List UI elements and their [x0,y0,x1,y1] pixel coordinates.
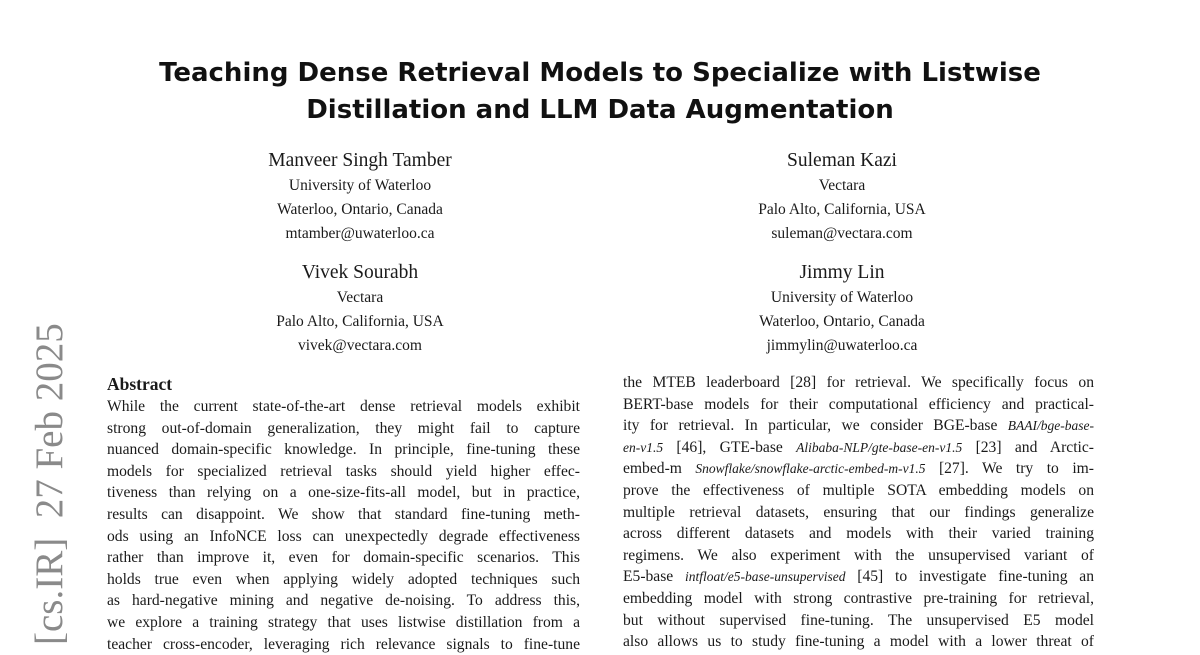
arxiv-stamp: [cs.IR] 27 Feb 2025 [28,323,71,645]
body-line: ity for retrieval. In particular, we con… [623,415,1094,437]
body-text: [46], GTE-base [663,438,797,456]
body-text: BERT-base models for their computational… [623,395,1094,413]
author-block: Suleman Kazi Vectara Palo Alto, Californ… [632,148,1052,246]
abstract-line: holds true even when applying widely ado… [107,570,580,588]
model-name: en-v1.5 [623,439,664,455]
abstract-line: as hard-negative mining and negative de-… [107,592,580,610]
body-text: E5-base [623,568,685,586]
body-text: the MTEB leaderboard [28] for retrieval.… [623,374,1094,391]
author-location: Palo Alto, California, USA [276,313,444,330]
body-text: [45] to investigate fine-tuning an [845,568,1094,586]
author-location: Palo Alto, California, USA [758,201,926,218]
body-line: the MTEB leaderboard [28] for retrieval.… [623,372,1094,394]
body-line: but without supervised fine-tuning. The … [623,610,1094,632]
author-name: Suleman Kazi [787,150,897,171]
author-email: suleman@vectara.com [771,225,913,242]
title-line: Distillation and LLM Data Augmentation [306,95,894,125]
abstract-line: rather than improve it, even for domain-… [107,549,580,567]
body-text: embed-m [623,460,696,478]
abstract-section: Abstract While the current state-of-the-… [107,373,580,655]
abstract-line: models for specialized retrieval tasks s… [107,462,580,480]
abstract-line: While the current state-of-the-art dense… [107,398,580,415]
body-text: multiple retrieval datasets, ensuring th… [623,503,1094,521]
body-line: E5-base intfloat/e5-base-unsupervised [4… [623,566,1094,588]
body-line: across different datasets and models wit… [623,523,1094,545]
author-affiliation: Vectara [336,289,384,306]
title-line: Teaching Dense Retrieval Models to Speci… [159,58,1041,88]
body-line: prove the effectiveness of multiple SOTA… [623,480,1094,502]
body-line: embed-m Snowflake/snowflake-arctic-embed… [623,458,1094,480]
intro-column: the MTEB leaderboard [28] for retrieval.… [623,372,1094,653]
paper-title: Teaching Dense Retrieval Models to Speci… [0,55,1200,129]
abstract-line: strong out-of-domain generalization, the… [107,419,580,437]
author-email: jimmylin@uwaterloo.ca [766,337,918,354]
author-block: Vivek Sourabh Vectara Palo Alto, Califor… [150,260,570,358]
body-text: but without supervised fine-tuning. The … [623,611,1094,629]
body-text: across different datasets and models wit… [623,525,1094,543]
model-name: intfloat/e5-base-unsupervised [685,569,846,585]
abstract-line: results can disappoint. We show that sta… [107,505,580,523]
body-text: prove the effectiveness of multiple SOTA… [623,481,1094,499]
model-name: BAAI/bge-base- [1007,418,1094,434]
model-name: Alibaba-NLP/gte-base-en-v1.5 [796,439,963,455]
body-line: regimens. We also experiment with the un… [623,545,1094,567]
abstract-line: nuanced domain-specific knowledge. In pr… [107,441,580,459]
author-email: vivek@vectara.com [297,337,422,354]
author-name: Jimmy Lin [799,262,885,283]
body-text: ity for retrieval. In particular, we con… [623,417,1008,435]
body-line: embedding model with strong contrastive … [623,588,1094,610]
abstract-line: teacher cross-encoder, leveraging rich r… [107,635,580,653]
author-block: Jimmy Lin University of Waterloo Waterlo… [632,260,1052,358]
model-name: Snowflake/snowflake-arctic-embed-m-v1.5 [695,461,926,477]
author-affiliation: University of Waterloo [288,177,432,194]
body-text: also allows us to study fine-tuning a mo… [623,633,1094,651]
body-text: [27]. We try to im- [925,460,1094,478]
body-text: embedding model with strong contrastive … [623,589,1094,607]
abstract-heading: Abstract [107,374,173,394]
abstract-line: we explore a training strategy that uses… [107,613,580,631]
body-text: [23] and Arctic- [962,438,1094,456]
author-location: Waterloo, Ontario, Canada [759,313,925,330]
body-text: regimens. We also experiment with the un… [623,546,1094,564]
author-block: Manveer Singh Tamber University of Water… [150,148,570,246]
body-line: also allows us to study fine-tuning a mo… [623,631,1094,653]
author-name: Manveer Singh Tamber [268,150,452,171]
author-location: Waterloo, Ontario, Canada [277,201,443,218]
author-name: Vivek Sourabh [301,262,419,283]
author-affiliation: Vectara [818,177,866,194]
abstract-line: tiveness than relying on a one-size-fits… [107,484,580,502]
body-line: BERT-base models for their computational… [623,394,1094,416]
author-affiliation: University of Waterloo [770,289,914,306]
abstract-line: ods using an InfoNCE loss can unexpected… [107,527,580,545]
body-line: multiple retrieval datasets, ensuring th… [623,502,1094,524]
body-line: en-v1.5 [46], GTE-base Alibaba-NLP/gte-b… [623,437,1094,459]
author-email: mtamber@uwaterloo.ca [285,225,435,242]
